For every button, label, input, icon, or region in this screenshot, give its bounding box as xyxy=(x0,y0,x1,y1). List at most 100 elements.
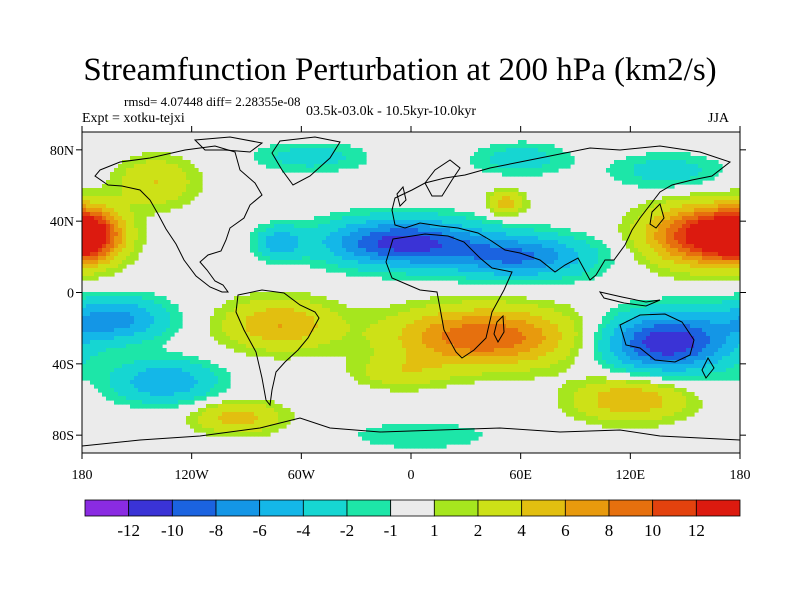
field-cell xyxy=(506,204,511,209)
field-cell xyxy=(94,376,99,381)
field-cell xyxy=(514,332,519,337)
field-cell xyxy=(494,232,499,237)
field-cell xyxy=(134,392,139,397)
field-cell xyxy=(194,428,199,433)
field-cell xyxy=(270,256,275,261)
field-cell xyxy=(118,252,123,257)
field-cell xyxy=(406,380,411,385)
field-cell xyxy=(242,416,247,421)
field-cell xyxy=(342,352,347,357)
field-cell xyxy=(398,244,403,249)
field-cell xyxy=(154,404,159,409)
field-cell xyxy=(526,228,531,233)
field-cell xyxy=(538,256,543,261)
field-cell xyxy=(90,304,95,309)
field-cell xyxy=(246,400,251,405)
field-cell xyxy=(530,332,535,337)
field-cell xyxy=(314,144,319,149)
field-cell xyxy=(82,252,87,257)
field-cell xyxy=(414,312,419,317)
field-cell xyxy=(290,152,295,157)
field-cell xyxy=(446,220,451,225)
field-cell xyxy=(270,348,275,353)
field-cell xyxy=(526,328,531,333)
field-cell xyxy=(446,260,451,265)
field-cell xyxy=(130,292,135,297)
field-cell xyxy=(418,432,423,437)
field-cell xyxy=(470,348,475,353)
field-cell xyxy=(462,296,467,301)
field-cell xyxy=(258,316,263,321)
field-cell xyxy=(222,332,227,337)
field-cell xyxy=(330,212,335,217)
field-cell xyxy=(114,212,119,217)
field-cell xyxy=(82,220,87,225)
field-cell xyxy=(378,220,383,225)
field-cell xyxy=(506,192,511,197)
field-cell xyxy=(194,412,199,417)
field-cell xyxy=(362,316,367,321)
field-cell xyxy=(550,232,555,237)
field-cell xyxy=(426,308,431,313)
field-cell xyxy=(522,256,527,261)
field-cell xyxy=(510,164,515,169)
field-cell xyxy=(86,360,91,365)
field-cell xyxy=(122,228,127,233)
field-cell xyxy=(310,228,315,233)
field-cell xyxy=(570,396,575,401)
field-cell xyxy=(282,408,287,413)
field-cell xyxy=(546,144,551,149)
field-cell xyxy=(494,348,499,353)
field-cell xyxy=(514,308,519,313)
field-cell xyxy=(402,260,407,265)
field-cell xyxy=(398,356,403,361)
field-cell xyxy=(522,344,527,349)
field-cell xyxy=(150,332,155,337)
field-cell xyxy=(262,156,267,161)
field-cell xyxy=(250,324,255,329)
field-cell xyxy=(482,216,487,221)
field-cell xyxy=(430,348,435,353)
field-cell xyxy=(122,300,127,305)
field-cell xyxy=(486,332,491,337)
field-cell xyxy=(238,300,243,305)
field-cell xyxy=(114,364,119,369)
field-cell xyxy=(162,364,167,369)
field-cell xyxy=(114,240,119,245)
field-cell xyxy=(98,296,103,301)
field-cell xyxy=(462,344,467,349)
field-cell xyxy=(246,420,251,425)
field-cell xyxy=(150,212,155,217)
field-cell xyxy=(534,160,539,165)
field-cell xyxy=(394,328,399,333)
field-cell xyxy=(422,224,427,229)
field-cell xyxy=(354,368,359,373)
field-cell xyxy=(414,336,419,341)
field-cell xyxy=(314,260,319,265)
field-cell xyxy=(262,148,267,153)
field-cell xyxy=(554,280,559,285)
field-cell xyxy=(282,244,287,249)
field-cell xyxy=(566,260,571,265)
field-cell xyxy=(314,332,319,337)
field-cell xyxy=(414,328,419,333)
field-cell xyxy=(302,156,307,161)
field-cell xyxy=(218,388,223,393)
field-cell xyxy=(178,324,183,329)
field-cell xyxy=(282,168,287,173)
field-cell xyxy=(346,308,351,313)
field-cell xyxy=(358,220,363,225)
field-cell xyxy=(458,240,463,245)
field-cell xyxy=(574,384,579,389)
field-cell xyxy=(446,332,451,337)
field-cell xyxy=(378,360,383,365)
field-cell xyxy=(562,252,567,257)
field-cell xyxy=(510,160,515,165)
field-cell xyxy=(382,220,387,225)
field-cell xyxy=(138,360,143,365)
field-cell xyxy=(214,380,219,385)
field-cell xyxy=(118,164,123,169)
field-cell xyxy=(150,188,155,193)
field-cell xyxy=(102,320,107,325)
field-cell xyxy=(474,356,479,361)
